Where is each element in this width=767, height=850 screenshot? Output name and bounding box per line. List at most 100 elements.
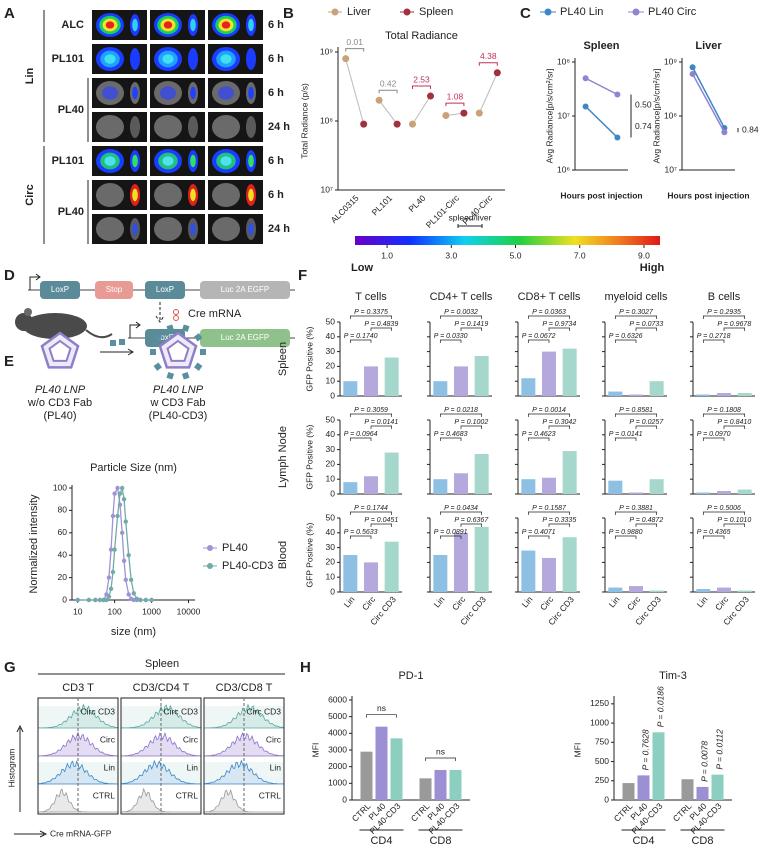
x-tick-label: ALC0315 bbox=[329, 193, 361, 225]
mouse-ear bbox=[24, 308, 32, 316]
p-value: P = 0.6367 bbox=[454, 517, 489, 524]
legend-marker bbox=[207, 545, 213, 551]
bracket bbox=[349, 413, 393, 417]
construct-label: Luc 2A EGFP bbox=[221, 285, 269, 294]
p-value: P = 0.1587 bbox=[532, 505, 567, 512]
organ-signal bbox=[105, 21, 115, 29]
panel-label: H bbox=[300, 659, 311, 676]
bracket bbox=[527, 339, 550, 343]
bracket bbox=[460, 425, 483, 429]
organ-signal bbox=[220, 54, 232, 64]
bracket bbox=[527, 413, 571, 417]
y-tick-label: 4000 bbox=[328, 728, 347, 738]
construct-element bbox=[200, 329, 290, 347]
point bbox=[342, 55, 350, 63]
organ-signal bbox=[132, 154, 138, 168]
bar bbox=[542, 557, 556, 592]
point bbox=[119, 485, 125, 491]
construct-element bbox=[40, 281, 80, 299]
point bbox=[126, 553, 131, 558]
bar bbox=[608, 587, 623, 592]
bar bbox=[608, 391, 623, 396]
panel-label: C bbox=[520, 5, 531, 22]
organ-signal bbox=[212, 183, 240, 207]
bar bbox=[474, 526, 489, 592]
y-tick-label: 10⁸ bbox=[557, 56, 570, 66]
p-value: P = 0.0434 bbox=[444, 505, 478, 512]
bar bbox=[454, 366, 468, 396]
p-value: P = 0.0014 bbox=[532, 407, 566, 414]
y-tick-label: 10⁷ bbox=[320, 184, 333, 194]
y-tick-label: 250 bbox=[595, 775, 609, 785]
antibody bbox=[153, 333, 162, 342]
point bbox=[134, 596, 140, 602]
point bbox=[460, 109, 468, 117]
bar bbox=[562, 537, 577, 592]
reagent-label: Cre mRNA bbox=[188, 308, 242, 320]
point bbox=[108, 586, 114, 591]
y-tick-label: 10⁹ bbox=[664, 56, 677, 66]
y-tick-label: 20 bbox=[58, 572, 68, 582]
y-tick-label: 10⁷ bbox=[664, 164, 677, 174]
point bbox=[75, 597, 80, 603]
antibody bbox=[200, 349, 206, 355]
point bbox=[126, 592, 131, 597]
bar bbox=[433, 555, 448, 592]
p-value: P = 0.4683 bbox=[434, 431, 468, 438]
bracket bbox=[614, 339, 637, 343]
ratio-label: 2.53 bbox=[413, 74, 430, 84]
y-tick-label: 10⁶ bbox=[557, 164, 570, 174]
point bbox=[149, 597, 154, 603]
construct-label: Luc 2A EGFP bbox=[221, 333, 269, 342]
time-label: 24 h bbox=[268, 121, 290, 133]
y-tick-label: 80 bbox=[58, 505, 68, 515]
y-tick-label: 10 bbox=[326, 473, 336, 483]
organ-signal bbox=[246, 116, 256, 138]
point bbox=[582, 103, 589, 110]
mouse-body bbox=[23, 313, 87, 339]
legend-label: Spleen bbox=[419, 6, 453, 18]
bar bbox=[652, 732, 665, 800]
time-label: 6 h bbox=[268, 87, 284, 99]
point bbox=[360, 120, 368, 128]
bracket bbox=[548, 425, 571, 429]
track-label: CTRL bbox=[176, 790, 198, 800]
p-value: P = 0.3881 bbox=[619, 505, 653, 512]
y-tick-label: 20 bbox=[326, 361, 336, 371]
y-axis-label: Total Radiance (p/s) bbox=[299, 83, 309, 159]
p-value: P = 0.0733 bbox=[629, 321, 663, 328]
scissor bbox=[173, 315, 179, 321]
organ-signal bbox=[246, 48, 256, 70]
subplot-title: Spleen bbox=[583, 40, 619, 52]
row-label: PL40 bbox=[58, 104, 84, 116]
antibody bbox=[194, 333, 203, 342]
x-tick-label: Lin bbox=[695, 594, 710, 609]
y-tick-label: 10⁸ bbox=[320, 115, 333, 125]
row-label: ALC bbox=[61, 19, 84, 31]
bracket bbox=[439, 413, 483, 417]
colorbar bbox=[355, 236, 660, 245]
bracket bbox=[425, 757, 456, 761]
colorbar-tick-label: 3.0 bbox=[445, 250, 457, 260]
y-tick-label: 0 bbox=[330, 488, 335, 498]
group-label: CD4 bbox=[370, 835, 392, 847]
p-value: P = 0.0141 bbox=[364, 419, 398, 426]
bar bbox=[521, 378, 536, 396]
p-value: P = 0.0218 bbox=[444, 407, 478, 414]
p-value: P = 0.3042 bbox=[542, 419, 576, 426]
p-value: P = 0.4839 bbox=[364, 321, 398, 328]
legend-label: PL40 Lin bbox=[560, 6, 603, 18]
organ-signal bbox=[212, 115, 240, 139]
p-value: P = 0.3375 bbox=[354, 309, 388, 316]
bracket bbox=[460, 327, 483, 331]
x-axis-label: Hours post injection bbox=[560, 190, 642, 200]
chart-title: Total Radiance bbox=[385, 30, 458, 42]
y-tick-label: 1000 bbox=[328, 778, 347, 788]
p-value: P = 0.6326 bbox=[609, 333, 643, 340]
point bbox=[110, 513, 116, 519]
x-tick-label: Circ bbox=[360, 594, 378, 613]
track-label: Circ bbox=[100, 734, 116, 744]
organ-signal bbox=[104, 156, 116, 166]
point bbox=[721, 129, 728, 136]
column-title: B cells bbox=[708, 291, 741, 303]
